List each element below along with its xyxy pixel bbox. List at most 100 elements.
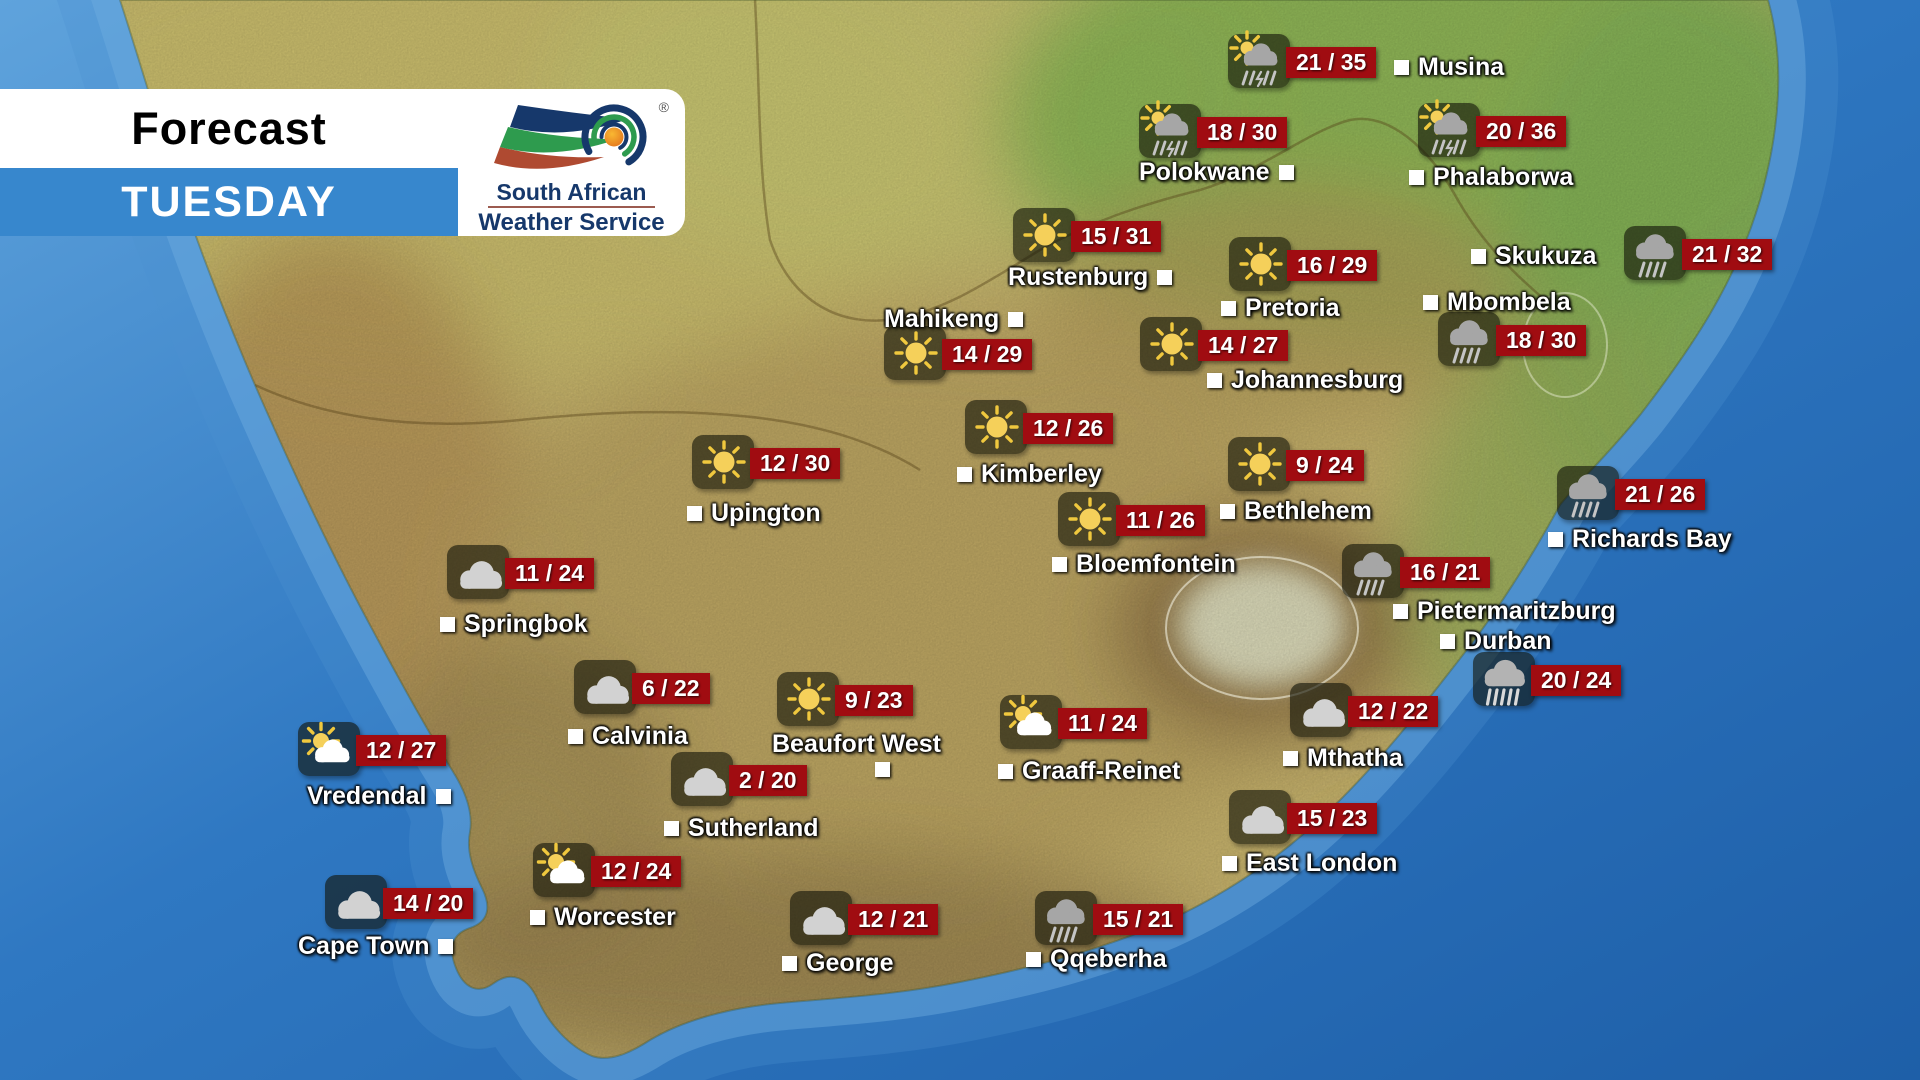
temp-badge: 9 / 24 [1286,450,1364,481]
weather-icon-box [1058,492,1120,546]
city-label: Graaff-Reinet [998,756,1180,786]
city-label: Johannesburg [1207,365,1403,395]
sunny-icon [975,405,1019,449]
city-marker [1052,556,1067,572]
city-name: Skukuza [1495,241,1597,270]
weather-icon-box [1229,237,1291,291]
weather-icon-box [1438,312,1500,366]
rain-icon [1047,899,1085,943]
city-marker [1548,531,1563,547]
rain-icon [1636,234,1674,278]
city-marker [998,763,1013,779]
city-marker [1157,269,1173,285]
weather-icon-box [1139,100,1201,158]
city-name: Durban [1464,626,1552,655]
sunny-icon [1150,322,1194,366]
city-marker [1220,503,1235,519]
cloudy-icon [587,676,630,704]
weather-icon-box [325,875,387,929]
weather-icon-box [692,435,754,489]
city-name: Phalaborwa [1433,162,1574,191]
weather-icon-box [1342,544,1404,598]
city-name: Calvinia [592,721,688,750]
city-name: Pietermaritzburg [1417,596,1616,625]
city-marker [1423,294,1438,310]
city-name: Qqeberha [1050,944,1167,973]
city-name: Upington [711,498,821,527]
city-name: George [806,948,894,977]
weather-icon-box [1013,208,1075,262]
logo-text-line2: Weather Service [478,209,665,236]
city-name: Polokwane [1139,157,1270,186]
city-marker [440,616,455,632]
city-name: Cape Town [298,931,430,960]
city-label: Upington [687,498,821,528]
cloudy-icon [338,891,381,919]
city-label: Qqeberha [1026,944,1167,974]
city-label: Musina [1394,52,1504,82]
city-marker [1409,169,1424,185]
city-marker [664,820,679,836]
city-label: Bethlehem [1220,496,1372,526]
city-label: Richards Bay [1548,524,1732,554]
city-label: Beaufort West [772,729,941,759]
sunny-icon [702,440,746,484]
weather-icon-box [1035,891,1097,945]
city-name: Rustenburg [1008,262,1149,291]
city-label: Sutherland [664,813,819,843]
city-label: Kimberley [957,459,1102,489]
city-label: Mthatha [1283,743,1403,773]
temp-badge: 2 / 20 [729,765,807,796]
city-name: Pretoria [1245,293,1340,322]
city-name: Kimberley [981,459,1102,488]
temp-badge: 12 / 26 [1023,413,1114,444]
weather-icon-box [1229,790,1291,844]
temp-badge: 14 / 29 [942,339,1033,370]
city-marker [1393,603,1408,619]
weather-icon-box [1418,99,1480,157]
city-name: Worcester [554,902,676,931]
day-bar: TUESDAY [0,168,458,236]
sun-showers-icon [1229,30,1278,88]
city-label: Pretoria [1221,293,1339,323]
city-name: Graaff-Reinet [1022,756,1181,785]
weather-icon-box [298,721,360,776]
weather-icon-box [671,752,733,806]
city-name: Springbok [464,609,588,638]
temp-badge: 21 / 32 [1682,239,1773,270]
city-marker [1283,750,1298,766]
city-marker [435,788,451,804]
temp-badge: 11 / 24 [505,558,595,589]
weather-icon-box [790,891,852,945]
temp-badge: 16 / 29 [1287,250,1378,281]
city-label: George [782,948,894,978]
sunny-icon [894,331,938,375]
city-label: Springbok [440,609,588,639]
city-marker [530,909,545,925]
weather-icon-box [965,400,1027,454]
lesotho-border [1165,556,1359,700]
temp-badge: 15 / 21 [1093,904,1184,935]
city-marker [568,728,583,744]
city-name: Sutherland [688,813,819,842]
partly-cloudy-icon [301,721,350,763]
temp-badge: 21 / 26 [1615,479,1706,510]
city-marker [1008,311,1024,327]
logo-text-line1: South African [496,179,647,205]
cloudy-icon [1303,699,1346,727]
temp-badge: 14 / 27 [1198,330,1289,361]
temp-badge: 12 / 27 [356,735,447,766]
heavy-rain-icon [1484,659,1525,706]
city-name: Bloemfontein [1076,549,1236,578]
city-label: Vredendal [307,781,451,811]
rain-icon [1450,320,1488,364]
day-label: TUESDAY [121,177,337,226]
city-marker [1471,248,1486,264]
sunny-icon [1068,497,1112,541]
weather-icon-box [533,842,595,897]
city-label: Calvinia [568,721,688,751]
city-label: Worcester [530,902,676,932]
sunny-icon [1239,242,1283,286]
weather-icon-box [1290,683,1352,737]
temp-badge: 11 / 24 [1058,708,1148,739]
